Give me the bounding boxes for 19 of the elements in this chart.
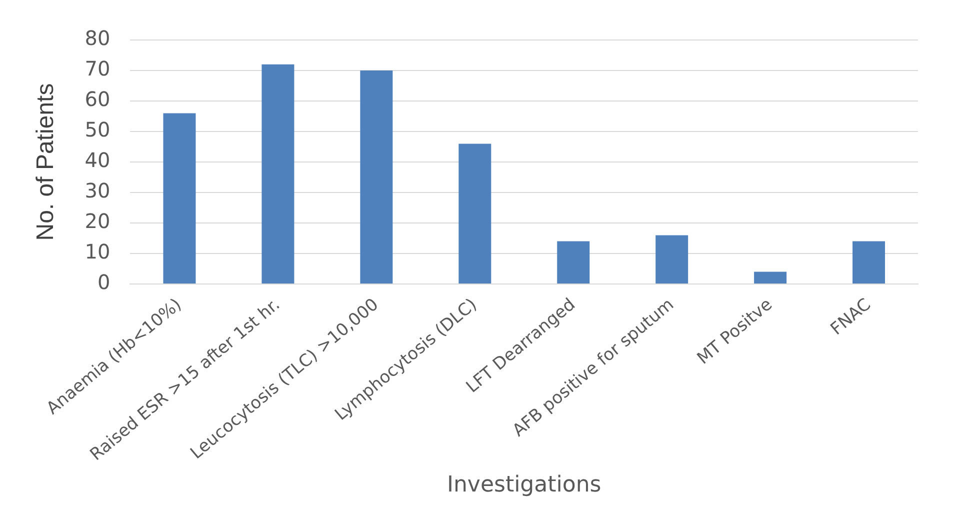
y-tick-label: 40 <box>84 148 110 172</box>
y-tick-label: 60 <box>84 87 110 112</box>
bar <box>360 70 393 284</box>
y-axis-title: No. of Patients <box>32 83 60 241</box>
bar <box>754 272 787 284</box>
y-tick-label: 70 <box>84 56 110 81</box>
y-tick-label: 0 <box>98 270 110 294</box>
bar <box>852 241 886 284</box>
bar <box>656 235 688 284</box>
y-tick-label: 80 <box>84 26 110 50</box>
y-tick-label: 20 <box>84 209 110 234</box>
bar <box>458 144 492 284</box>
y-tick-label: 50 <box>84 118 110 142</box>
bar <box>163 113 196 284</box>
bar <box>262 64 294 284</box>
x-axis-title: Investigations <box>447 472 602 498</box>
bar <box>557 241 590 284</box>
y-tick-label: 10 <box>84 240 110 264</box>
y-tick-label: 30 <box>84 178 110 203</box>
